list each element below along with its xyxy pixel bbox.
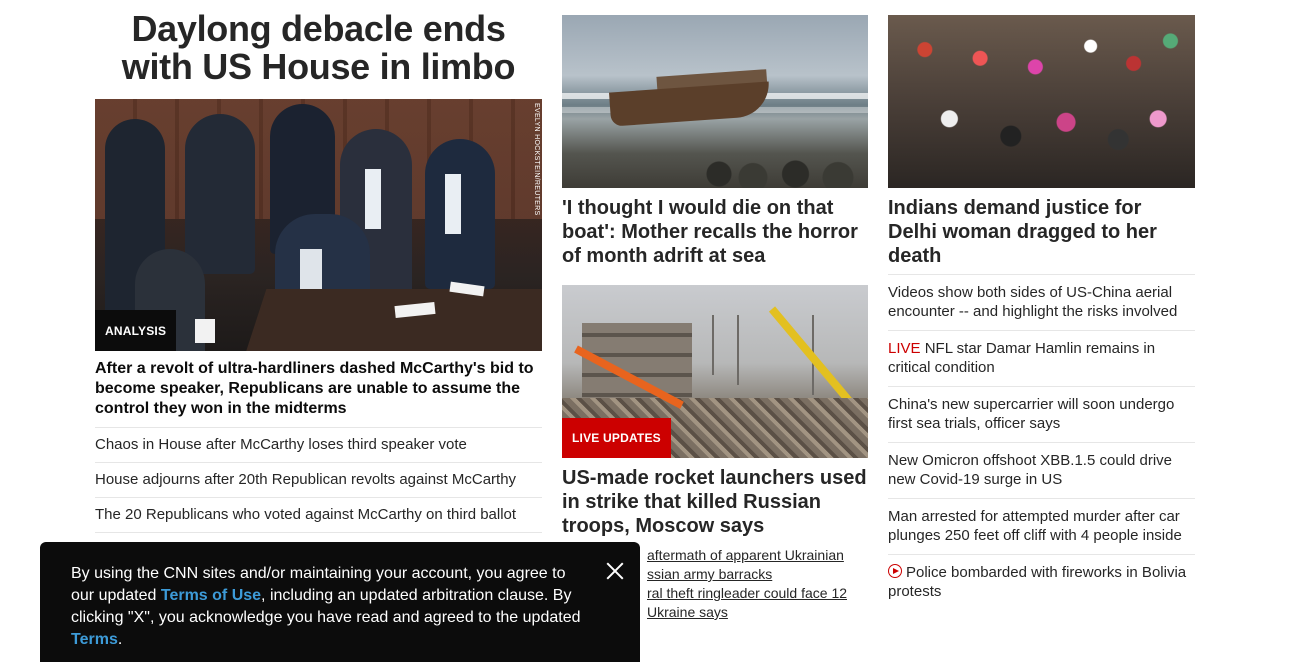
headline-text: Videos show both sides of US-China aeria… [888,284,1178,320]
close-icon[interactable] [604,560,626,582]
main-story-lede[interactable]: After a revolt of ultra-hardliners dashe… [95,360,534,417]
main-story-links: Chaos in House after McCarthy loses thir… [95,427,542,533]
related-link[interactable]: The 20 Republicans who voted against McC… [95,497,542,533]
boat-story-headline[interactable]: 'I thought I would die on that boat': Mo… [562,197,858,267]
headline-text: Police bombarded with fireworks in Boliv… [888,564,1187,600]
consent-text: . [117,631,123,648]
ukraine-story-links: aftermath of apparent Ukrainian ssian ar… [562,546,868,622]
related-link[interactable]: House adjourns after 20th Republican rev… [95,462,542,497]
shirt [445,174,461,234]
related-link[interactable]: ral theft ringleader could face 12 [647,585,848,601]
terms-consent-banner: By using the CNN sites and/or maintainin… [40,542,640,662]
ukraine-story-image[interactable]: LIVE UPDATES [562,285,868,458]
headline-link[interactable]: Videos show both sides of US-China aeria… [888,274,1195,330]
live-updates-badge: LIVE UPDATES [562,418,671,458]
delhi-story-image[interactable] [888,15,1195,188]
headline-link[interactable]: Police bombarded with fireworks in Boliv… [888,554,1195,610]
tree [737,315,739,385]
boat-story-image[interactable] [562,15,868,188]
rocks [702,153,868,188]
headline-link[interactable]: New Omicron offshoot XBB.1.5 could drive… [888,442,1195,498]
paper [195,319,215,343]
consent-text: By using the CNN sites and/or maintainin… [71,565,566,604]
figure [185,114,255,274]
photo-credit: EVELYN HOCKSTEIN/REUTERS [533,103,540,216]
related-link[interactable]: ssian army barracks [647,566,773,582]
main-story-image[interactable]: EVELYN HOCKSTEIN/REUTERS ANALYSIS [95,99,542,351]
side-headlines: Videos show both sides of US-China aeria… [888,274,1195,610]
related-link[interactable]: Ukraine says [647,604,728,620]
crane [768,306,853,404]
headline-text: Man arrested for attempted murder after … [888,508,1182,544]
terms-of-use-link[interactable]: Terms of Use [160,587,262,604]
main-story: Daylong debacle ends with US House in li… [95,10,542,533]
ukraine-story-headline[interactable]: US-made rocket launchers used in strike … [562,467,867,537]
play-icon [888,564,902,578]
desk [243,289,542,351]
related-link[interactable]: Chaos in House after McCarthy loses thir… [95,427,542,462]
tree [712,315,714,375]
analysis-badge: ANALYSIS [95,310,177,351]
headline-link[interactable]: LIVE NFL star Damar Hamlin remains in cr… [888,330,1195,386]
headline-text: China's new supercarrier will soon under… [888,396,1175,432]
related-link[interactable]: aftermath of apparent Ukrainian [647,547,844,563]
main-headline[interactable]: Daylong debacle ends with US House in li… [121,8,516,87]
middle-column: 'I thought I would die on that boat': Mo… [562,15,868,622]
shirt [365,169,381,229]
boat-hull [609,81,771,127]
terms-link[interactable]: Terms [71,631,118,648]
consent-text: , including an updated arbitration claus… [71,587,581,626]
right-column: Indians demand justice for Delhi woman d… [888,15,1195,610]
headline-link[interactable]: Man arrested for attempted murder after … [888,498,1195,554]
headline-link[interactable]: China's new supercarrier will soon under… [888,386,1195,442]
headline-text: New Omicron offshoot XBB.1.5 could drive… [888,452,1173,488]
headline-text: NFL star Damar Hamlin remains in critica… [888,340,1156,376]
live-label: LIVE [888,340,921,357]
consent-message: By using the CNN sites and/or maintainin… [71,563,581,651]
delhi-story-headline[interactable]: Indians demand justice for Delhi woman d… [888,197,1157,267]
